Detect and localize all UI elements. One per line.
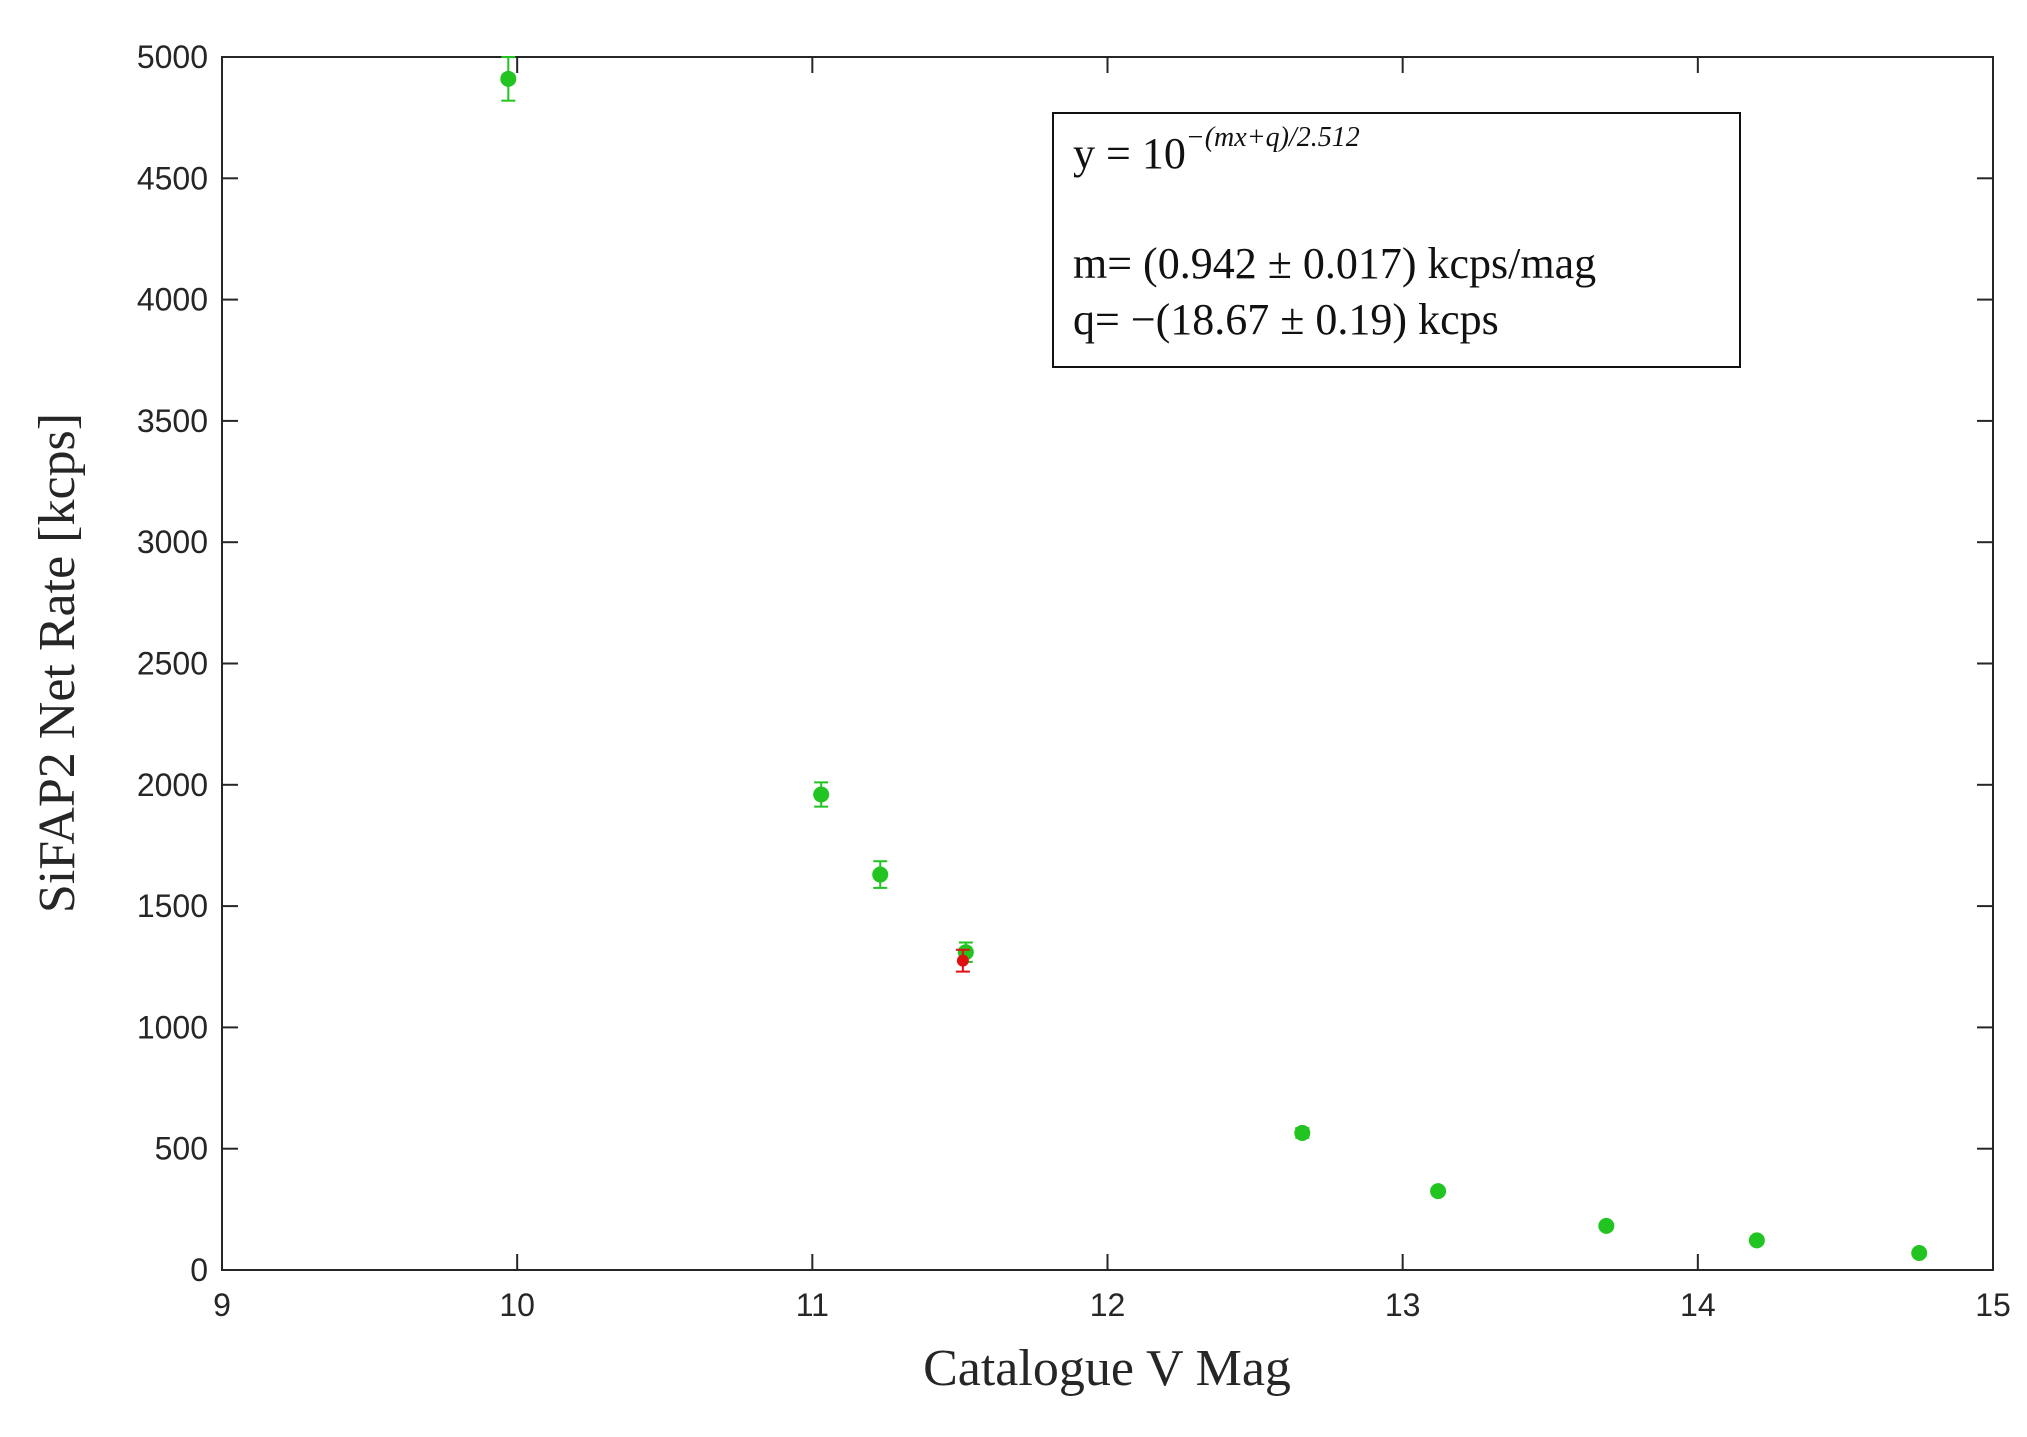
x-tick-label: 10 <box>499 1287 535 1323</box>
marker <box>1430 1183 1447 1200</box>
data-point <box>1748 1232 1765 1249</box>
x-tick-label: 12 <box>1090 1287 1126 1323</box>
data-point <box>1294 1124 1311 1141</box>
marker <box>1748 1232 1765 1249</box>
y-tick-label: 0 <box>190 1252 208 1288</box>
data-point <box>872 860 889 889</box>
marker <box>872 866 889 883</box>
y-tick-label: 500 <box>155 1131 208 1167</box>
x-tick-label: 11 <box>796 1287 829 1323</box>
data-point <box>1911 1245 1928 1262</box>
y-tick-label: 5000 <box>137 39 208 75</box>
x-tick-label: 13 <box>1385 1287 1421 1323</box>
y-tick-label: 4000 <box>137 282 208 318</box>
data-point-highlighted <box>955 948 970 973</box>
marker <box>1598 1217 1615 1234</box>
legend-equation-base: y = 10 <box>1073 129 1186 178</box>
points-layer <box>500 56 1928 1262</box>
y-tick-label: 3000 <box>137 524 208 560</box>
marker <box>1294 1124 1311 1141</box>
x-axis-title: Catalogue V Mag <box>923 1340 1291 1397</box>
y-tick-label: 2500 <box>137 646 208 682</box>
y-tick-label: 1000 <box>137 1009 208 1045</box>
y-tick-label: 4500 <box>137 160 208 196</box>
legend-q-line: q= −(18.67 ± 0.19) kcps <box>1073 295 1499 344</box>
marker <box>813 786 830 803</box>
data-point <box>813 781 830 808</box>
y-axis-title: SiFAP2 Net Rate [kcps] <box>29 413 86 913</box>
data-point <box>1430 1183 1447 1200</box>
y-tick-label: 2000 <box>137 767 208 803</box>
data-point <box>1598 1217 1615 1234</box>
y-tick-label: 3500 <box>137 403 208 439</box>
marker <box>500 70 517 87</box>
legend-equation: y = 10−(mx+q)/2.512 <box>1073 122 1360 178</box>
x-tick-label: 15 <box>1975 1287 2011 1323</box>
axes: 9 10 11 12 13 14 15 0 500 1000 1500 2000 2500 3000 350… <box>137 39 2011 1323</box>
marker <box>956 954 969 967</box>
legend-frame <box>1052 112 1741 368</box>
y-tick-label: 1500 <box>137 888 208 924</box>
legend-m-line: m= (0.942 ± 0.017) kcps/mag <box>1073 239 1596 288</box>
marker <box>1911 1245 1928 1262</box>
legend-box: y = 10−(mx+q)/2.512 m= (0.942 ± 0.017) k… <box>1052 112 1741 368</box>
x-tick-label: 14 <box>1680 1287 1716 1323</box>
x-tick-label: 9 <box>213 1287 231 1323</box>
data-point <box>500 56 517 102</box>
legend-equation-exponent: −(mx+q)/2.512 <box>1186 122 1360 153</box>
